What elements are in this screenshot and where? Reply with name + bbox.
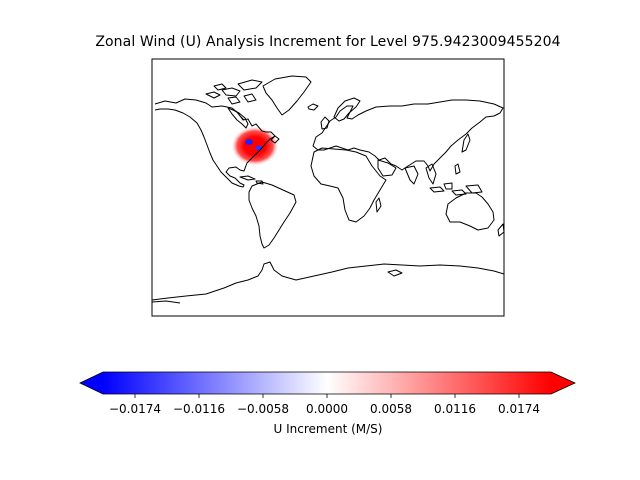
map-frame bbox=[151, 58, 505, 317]
coastline-australia bbox=[445, 192, 495, 231]
map-panel bbox=[152, 59, 504, 316]
colorbar-outline bbox=[79, 371, 576, 395]
colorbar-label: U Increment (M/S) bbox=[273, 422, 383, 436]
colorbar-tick-label: 0.0058 bbox=[370, 402, 412, 416]
positive-increment-blob bbox=[231, 126, 279, 166]
colorbar-extend-max bbox=[551, 372, 575, 394]
coastline-japan bbox=[461, 133, 471, 153]
coastline-antarctica bbox=[152, 261, 504, 301]
negative-increment-core bbox=[245, 139, 253, 145]
plot-title: Zonal Wind (U) Analysis Increment for Le… bbox=[95, 34, 561, 50]
coastline-north-america bbox=[154, 98, 276, 188]
coastline-scandinavia bbox=[333, 97, 361, 122]
coastline-uk bbox=[320, 116, 330, 130]
coastline-hudson-bay bbox=[227, 107, 249, 129]
coastline-africa bbox=[310, 147, 387, 223]
colorbar-tick-label: 0.0116 bbox=[434, 402, 476, 416]
colorbar-tick-label: −0.0116 bbox=[173, 402, 225, 416]
colorbar-tick-label: 0.0174 bbox=[498, 402, 540, 416]
colorbar-extend-min bbox=[80, 372, 103, 394]
coastline-south-america bbox=[248, 181, 297, 249]
colorbar: −0.0174 −0.0116 −0.0058 0.0000 0.0058 0.0116 0… bbox=[79, 371, 576, 416]
coastline-greenland bbox=[262, 75, 312, 116]
coastline-europe bbox=[312, 99, 504, 172]
colorbar-tick-label: −0.0058 bbox=[237, 402, 289, 416]
map-background bbox=[152, 59, 504, 316]
colorbar-ticks: −0.0174 −0.0116 −0.0058 0.0000 0.0058 0.0116 0… bbox=[109, 394, 540, 416]
colorbar-tick-label: 0.0000 bbox=[306, 402, 348, 416]
colorbar-gradient bbox=[103, 372, 551, 394]
colorbar-tick-label: −0.0174 bbox=[109, 402, 161, 416]
coastlines bbox=[152, 75, 504, 304]
